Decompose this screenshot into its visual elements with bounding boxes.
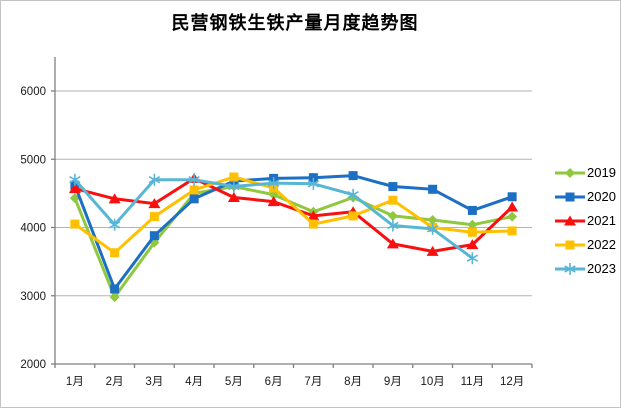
x-tick-label: 12月 [500, 376, 524, 388]
x-tick-label: 8月 [344, 376, 362, 388]
series-marker-2020 [428, 184, 438, 194]
series-marker-2022 [348, 211, 358, 221]
series-marker-2020 [110, 284, 120, 294]
legend-label: 2021 [587, 213, 616, 228]
series-marker-2022 [149, 212, 159, 222]
y-tick-label: 4000 [20, 223, 46, 235]
series-marker-2020 [308, 173, 318, 183]
series-marker-2021 [506, 201, 519, 212]
series-line-2021 [74, 176, 514, 253]
x-tick-label: 7月 [304, 376, 322, 388]
square-icon [565, 240, 575, 250]
x-tick-label: 11月 [461, 376, 484, 388]
x-tick-label: 1月 [66, 376, 84, 388]
series-line-2020 [73, 174, 513, 291]
series-marker-2022 [507, 226, 517, 236]
legend-marker-2019 [555, 168, 585, 178]
series-marker-2020 [149, 231, 159, 241]
triangle-icon [564, 215, 576, 226]
y-tick-label: 5000 [20, 154, 46, 166]
series-marker-2023 [426, 222, 439, 235]
legend-marker-2020 [555, 192, 585, 202]
legend-item-2022: 2022 [553, 237, 616, 253]
series-marker-2023 [148, 173, 161, 186]
series-marker-2022 [110, 248, 120, 258]
chart-title: 民营钢铁生铁产量月度趋势图 [171, 13, 419, 33]
series-marker-2022 [229, 172, 239, 182]
star-icon [564, 263, 576, 275]
series-marker-2020 [348, 171, 358, 181]
legend-item-2021: 2021 [553, 213, 616, 229]
x-tick-label: 10月 [420, 376, 444, 388]
series-line-2019 [73, 185, 513, 299]
series-marker-2023 [267, 177, 280, 190]
chart-legend: 2019 2020 2021 2022 2023 [553, 165, 616, 277]
legend-item-2023: 2023 [553, 261, 616, 277]
legend-label: 2023 [587, 261, 616, 276]
y-tick-label: 6000 [20, 86, 46, 98]
legend-label: 2019 [587, 165, 616, 180]
x-tick-label: 2月 [106, 376, 124, 388]
series-marker-2022 [189, 185, 199, 195]
series-marker-2021 [426, 245, 439, 256]
series-marker-2021 [466, 239, 479, 250]
series-marker-2021 [307, 210, 320, 221]
series-marker-2023 [188, 173, 200, 186]
legend-marker-2021 [555, 215, 585, 226]
series-marker-2023 [347, 188, 359, 201]
series-marker-2023 [228, 180, 240, 193]
series-marker-2023 [108, 218, 121, 231]
series-marker-2022 [308, 219, 318, 229]
series-marker-2019 [507, 211, 518, 222]
x-tick-label: 5月 [225, 376, 243, 388]
y-tick-label: 2000 [20, 359, 46, 371]
series-marker-2021 [227, 191, 240, 202]
series-marker-2020 [507, 192, 517, 202]
x-tick-label: 6月 [265, 376, 283, 388]
series-marker-2019 [387, 210, 398, 221]
series-marker-2023 [69, 173, 81, 186]
series-marker-2022 [467, 227, 477, 237]
legend-marker-2022 [555, 240, 585, 250]
series-marker-2020 [388, 182, 398, 192]
series-marker-2023 [307, 177, 320, 190]
series-marker-2021 [108, 193, 121, 204]
series-marker-2020 [467, 205, 477, 215]
series-marker-2021 [148, 198, 161, 209]
series-marker-2019 [427, 214, 438, 225]
series-marker-2022 [70, 219, 80, 229]
series-marker-2021 [267, 196, 280, 207]
legend-label: 2020 [587, 189, 616, 204]
legend-item-2019: 2019 [553, 165, 616, 181]
series-marker-2021 [386, 238, 399, 249]
legend-item-2020: 2020 [553, 189, 616, 205]
y-tick-label: 3000 [20, 291, 46, 303]
series-marker-2020 [189, 194, 199, 204]
series-marker-2019 [467, 219, 478, 230]
series-marker-2023 [466, 252, 479, 265]
legend-label: 2022 [587, 237, 616, 252]
series-marker-2022 [388, 195, 398, 205]
series-marker-2023 [387, 219, 399, 232]
square-icon [565, 192, 575, 202]
x-tick-label: 9月 [384, 376, 402, 388]
x-tick-label: 4月 [185, 376, 203, 388]
legend-marker-2023 [555, 263, 585, 275]
series-line-2022 [74, 175, 513, 255]
series-marker-2021 [68, 183, 81, 194]
diamond-icon [565, 168, 575, 178]
series-marker-2019 [109, 292, 120, 303]
x-tick-label: 3月 [145, 376, 163, 388]
